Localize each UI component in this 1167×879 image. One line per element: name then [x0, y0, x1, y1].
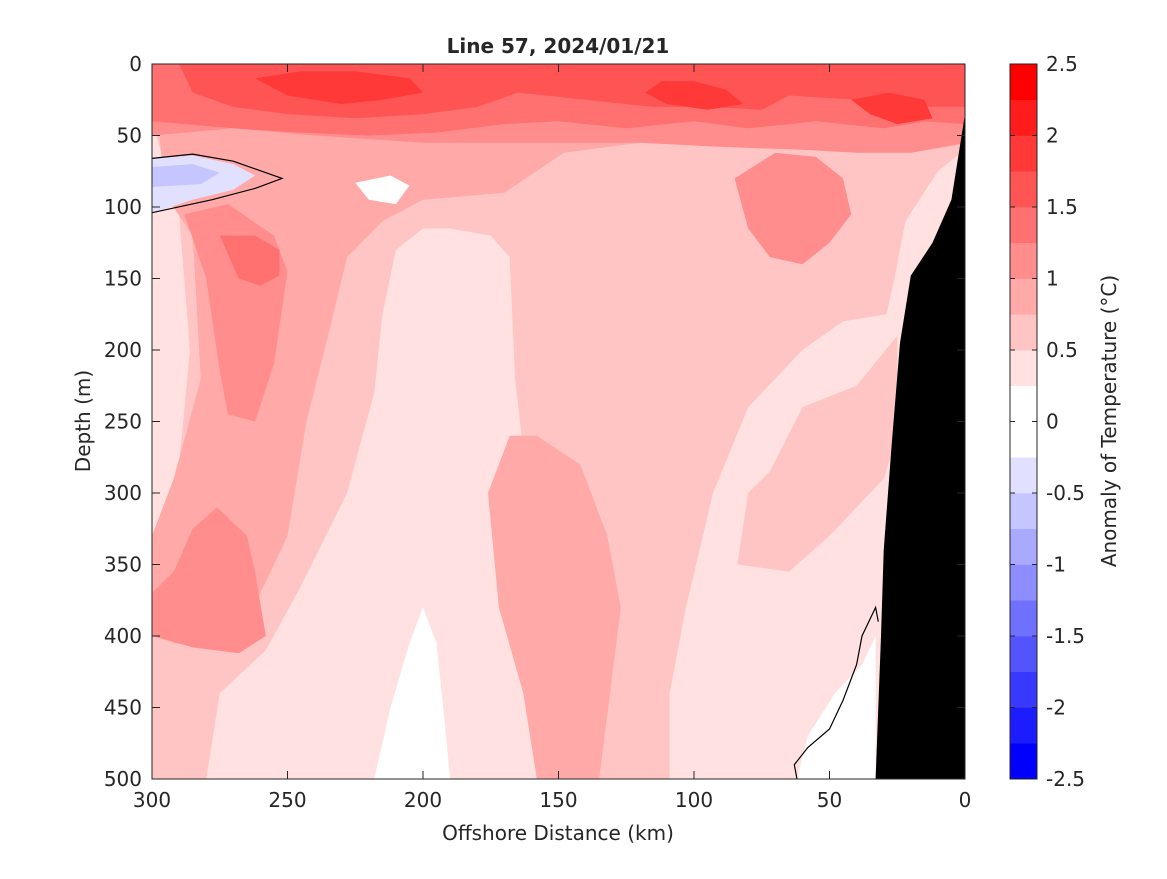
y-tick-label: 250 — [104, 410, 142, 434]
x-tick-label: 150 — [539, 788, 577, 812]
colorbar-swatch — [1010, 671, 1037, 708]
y-tick-label: 100 — [104, 195, 142, 219]
colorbar-swatch — [1010, 743, 1037, 780]
x-tick-label: 250 — [268, 788, 306, 812]
colorbar-swatch — [1010, 421, 1037, 458]
colorbar-swatch — [1010, 135, 1037, 172]
contour-region-13 — [645, 81, 743, 110]
colorbar-swatch — [1010, 350, 1037, 387]
x-axis-label: Offshore Distance (km) — [442, 821, 674, 845]
colorbar-tick-label: 2.5 — [1046, 52, 1078, 76]
colorbar-swatch — [1010, 207, 1037, 244]
contour-region-4 — [488, 435, 621, 779]
contour-region-16 — [374, 607, 451, 779]
x-tick-label: 0 — [959, 788, 972, 812]
contour-region-10 — [219, 235, 280, 286]
contour-region-12 — [255, 71, 423, 104]
contour-region-15 — [355, 175, 410, 205]
bathymetry-seafloor — [875, 114, 965, 779]
contour-region-2 — [737, 335, 898, 572]
colorbar-swatch — [1010, 493, 1037, 530]
colorbar-tick-label: 0 — [1046, 410, 1059, 434]
colorbar-tick-label: -0.5 — [1046, 481, 1085, 505]
plot-area — [152, 64, 965, 779]
y-tick-label: 150 — [104, 267, 142, 291]
colorbar-swatch — [1010, 314, 1037, 351]
colorbar-swatch — [1010, 707, 1037, 744]
y-axis-label: Depth (m) — [71, 370, 95, 472]
colorbar-tick-label: 0.5 — [1046, 338, 1078, 362]
colorbar-swatch — [1010, 64, 1037, 101]
x-tick-label: 50 — [817, 788, 842, 812]
colorbar-tick-label: 2 — [1046, 124, 1059, 148]
x-tick-label: 300 — [133, 788, 171, 812]
y-tick-label: 400 — [104, 624, 142, 648]
x-tick-label: 200 — [404, 788, 442, 812]
colorbar-swatch — [1010, 636, 1037, 673]
colorbar-swatch — [1010, 564, 1037, 601]
colorbar-swatch — [1010, 528, 1037, 565]
colorbar-swatch — [1010, 457, 1037, 494]
y-tick-label: 500 — [104, 767, 142, 791]
contour-region-7 — [152, 507, 266, 654]
colorbar-tick-label: -2.5 — [1046, 767, 1085, 791]
contour-region-19 — [152, 164, 220, 187]
colorbar-swatch — [1010, 600, 1037, 637]
y-tick-label: 300 — [104, 481, 142, 505]
colorbar-swatch — [1010, 278, 1037, 315]
contour-line-0 — [152, 153, 284, 214]
x-tick-label: 100 — [675, 788, 713, 812]
colorbar-swatch — [1010, 171, 1037, 208]
contour-region-3 — [152, 64, 965, 644]
colorbar-tick-label: 1 — [1046, 267, 1059, 291]
colorbar-tick-label: -1.5 — [1046, 624, 1085, 648]
y-tick-label: 50 — [117, 124, 142, 148]
colorbar-tick-label: -1 — [1046, 553, 1066, 577]
contour-region-17 — [797, 636, 876, 779]
colorbar-label: Anomaly of Temperature (°C) — [1097, 275, 1121, 567]
colorbar: -2.5 -2 -1.5 -1 -0.5 0 0.5 1 1.5 2 2.5 — [1009, 52, 1085, 791]
contour-region-14 — [851, 92, 933, 125]
axes: 300 250 200 150 100 50 00501001502002503003504… — [104, 52, 972, 812]
y-tick-label: 0 — [129, 52, 142, 76]
colorbar-swatch — [1010, 99, 1037, 136]
colorbar-swatch — [1010, 242, 1037, 279]
colorbar-tick-label: -2 — [1046, 696, 1066, 720]
y-tick-label: 350 — [104, 553, 142, 577]
y-tick-label: 450 — [104, 696, 142, 720]
colorbar-swatch — [1010, 385, 1037, 422]
contour-region-8 — [734, 152, 852, 265]
colorbar-tick-label: 1.5 — [1046, 195, 1078, 219]
contour-line-1 — [793, 605, 879, 779]
y-tick-label: 200 — [104, 338, 142, 362]
chart-title: Line 57, 2024/01/21 — [447, 34, 670, 58]
